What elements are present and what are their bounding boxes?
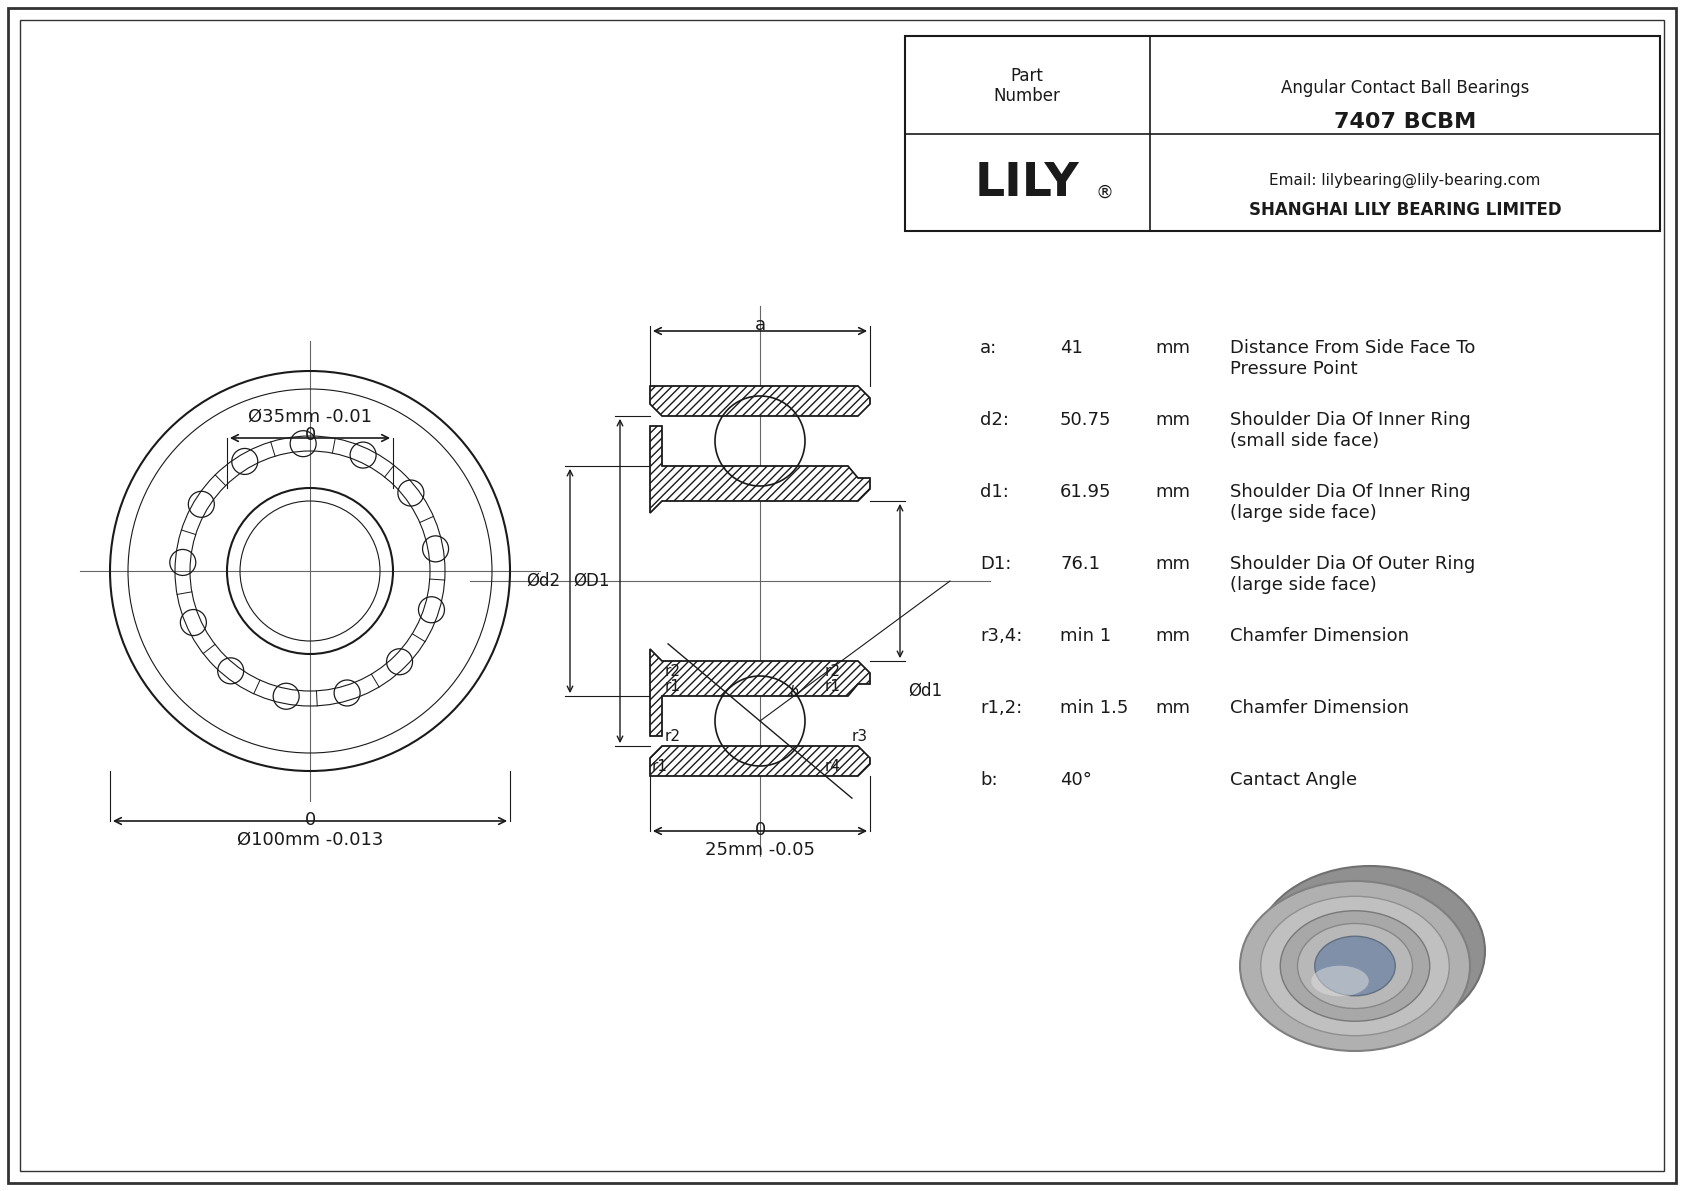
Text: r3,4:: r3,4: [980,626,1022,646]
Text: min 1: min 1 [1059,626,1111,646]
Text: Cantact Angle: Cantact Angle [1229,771,1357,788]
Text: r1: r1 [652,759,669,774]
Text: mm: mm [1155,699,1191,717]
Text: 61.95: 61.95 [1059,484,1111,501]
Ellipse shape [1312,966,1369,997]
Text: r1: r1 [665,679,680,694]
Text: r2: r2 [665,665,680,679]
Bar [904,36,1660,231]
Text: ØD1: ØD1 [574,572,610,590]
Ellipse shape [1315,936,1396,996]
Ellipse shape [1280,911,1430,1021]
Text: 0: 0 [305,811,315,829]
Text: mm: mm [1155,339,1191,357]
Text: ®: ® [1095,183,1113,202]
Text: a: a [754,316,766,333]
Text: Ø100mm -0.013: Ø100mm -0.013 [237,831,384,849]
Text: mm: mm [1155,626,1191,646]
Text: 0: 0 [754,821,766,838]
Text: b:: b: [980,771,997,788]
Text: Shoulder Dia Of Outer Ring
(large side face): Shoulder Dia Of Outer Ring (large side f… [1229,555,1475,594]
Polygon shape [650,746,871,777]
Polygon shape [650,649,871,736]
Text: Ød2: Ød2 [525,572,561,590]
Text: 41: 41 [1059,339,1083,357]
Polygon shape [650,426,871,513]
Text: min 1.5: min 1.5 [1059,699,1128,717]
Text: Shoulder Dia Of Inner Ring
(large side face): Shoulder Dia Of Inner Ring (large side f… [1229,484,1470,522]
Ellipse shape [1255,866,1485,1036]
Ellipse shape [1239,881,1470,1050]
Text: a:: a: [980,339,997,357]
Text: LILY: LILY [975,161,1079,206]
Text: r1: r1 [825,679,840,694]
Text: SHANGHAI LILY BEARING LIMITED: SHANGHAI LILY BEARING LIMITED [1250,201,1561,219]
Text: Angular Contact Ball Bearings: Angular Contact Ball Bearings [1282,79,1529,96]
Text: r4: r4 [825,759,840,774]
Text: mm: mm [1155,411,1191,429]
Text: Chamfer Dimension: Chamfer Dimension [1229,699,1410,717]
Text: D1:: D1: [980,555,1012,573]
Ellipse shape [1297,923,1413,1009]
Text: Part
Number: Part Number [994,67,1061,105]
Text: 25mm -0.05: 25mm -0.05 [706,841,815,859]
Text: mm: mm [1155,555,1191,573]
Text: r2: r2 [825,665,840,679]
Text: Email: lilybearing@lily-bearing.com: Email: lilybearing@lily-bearing.com [1270,173,1541,188]
Text: Ød1: Ød1 [908,682,941,700]
Text: Chamfer Dimension: Chamfer Dimension [1229,626,1410,646]
Polygon shape [650,386,871,416]
Text: Shoulder Dia Of Inner Ring
(small side face): Shoulder Dia Of Inner Ring (small side f… [1229,411,1470,450]
Text: 50.75: 50.75 [1059,411,1111,429]
Ellipse shape [1261,897,1450,1036]
Text: 76.1: 76.1 [1059,555,1100,573]
Text: 40°: 40° [1059,771,1091,788]
Text: d2:: d2: [980,411,1009,429]
Text: 0: 0 [305,426,315,444]
Text: d1:: d1: [980,484,1009,501]
Text: 7407 BCBM: 7407 BCBM [1334,112,1477,132]
Text: r3: r3 [852,729,869,744]
Text: Ø35mm -0.01: Ø35mm -0.01 [248,409,372,426]
Text: r2: r2 [665,729,680,744]
Text: Distance From Side Face To
Pressure Point: Distance From Side Face To Pressure Poin… [1229,339,1475,378]
Text: mm: mm [1155,484,1191,501]
Text: b: b [790,685,798,699]
Text: r1,2:: r1,2: [980,699,1022,717]
